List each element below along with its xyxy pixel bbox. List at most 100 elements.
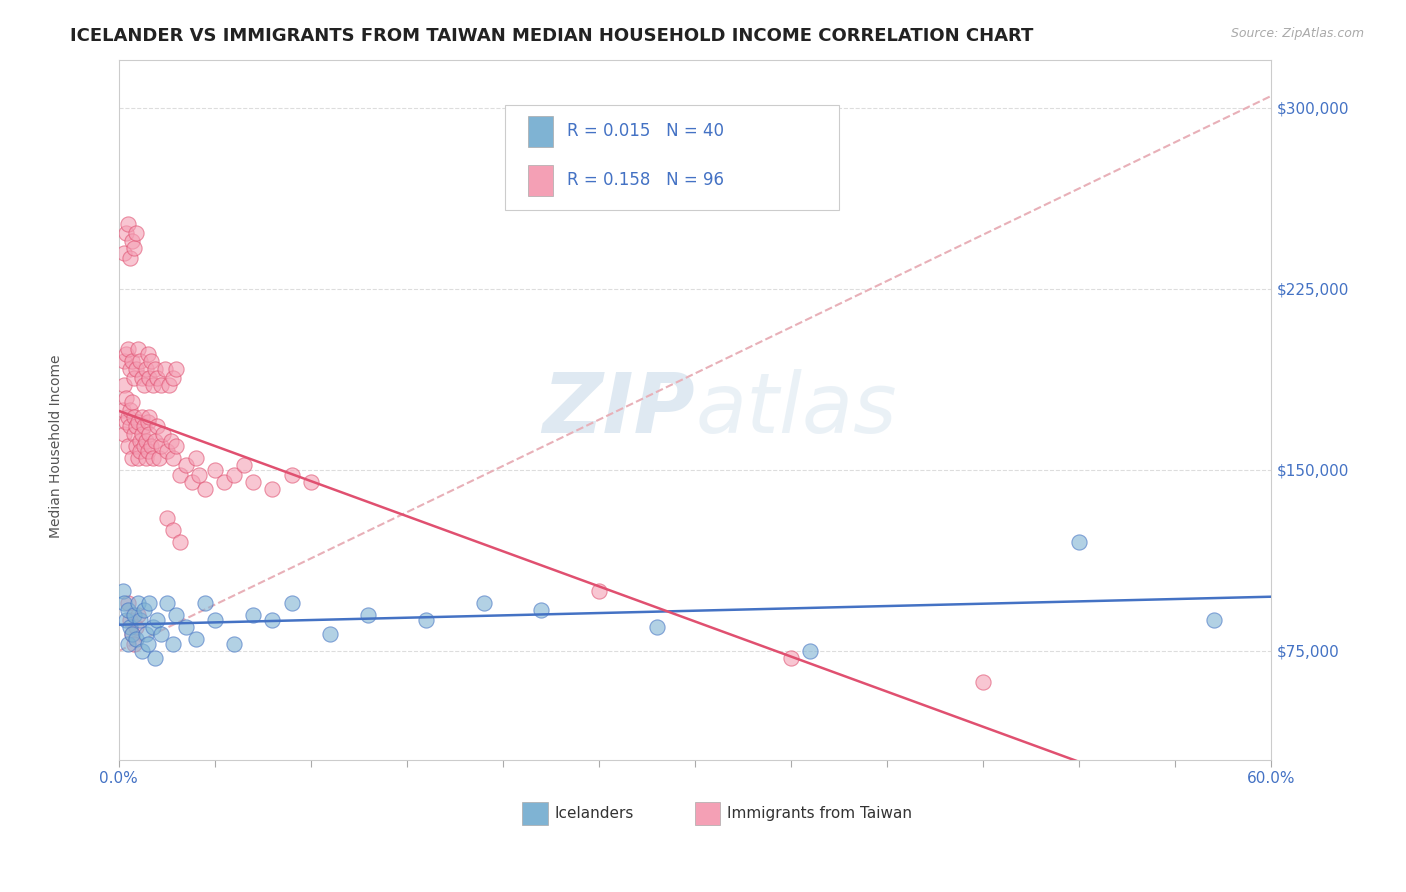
Point xyxy=(121,234,143,248)
Point xyxy=(127,596,149,610)
Point xyxy=(115,415,138,429)
Point xyxy=(1069,535,1091,549)
Point xyxy=(174,620,197,634)
Point xyxy=(121,450,143,465)
Point xyxy=(117,409,139,424)
Point xyxy=(204,463,226,477)
Point xyxy=(122,607,145,622)
Point xyxy=(194,596,217,610)
Point xyxy=(319,627,342,641)
Point xyxy=(222,467,245,482)
Point xyxy=(114,378,136,392)
Point xyxy=(204,613,226,627)
Text: ZIP: ZIP xyxy=(543,369,695,450)
Point xyxy=(117,603,139,617)
Point xyxy=(135,361,157,376)
Point xyxy=(131,371,153,385)
Point xyxy=(138,426,160,441)
Point xyxy=(122,637,145,651)
Point xyxy=(156,443,179,458)
Point xyxy=(135,434,157,448)
Point xyxy=(114,596,136,610)
Point xyxy=(280,467,302,482)
Point xyxy=(162,450,184,465)
Text: Immigrants from Taiwan: Immigrants from Taiwan xyxy=(727,806,912,821)
Point xyxy=(117,439,139,453)
Point xyxy=(165,361,187,376)
Point xyxy=(131,409,153,424)
Point xyxy=(135,627,157,641)
Point xyxy=(132,439,155,453)
Point xyxy=(156,511,179,525)
Point xyxy=(645,620,668,634)
Point xyxy=(174,458,197,472)
Point xyxy=(120,361,142,376)
Point xyxy=(128,613,150,627)
Point xyxy=(162,371,184,385)
Point xyxy=(299,475,322,489)
Point xyxy=(121,354,143,368)
Text: R = 0.015   N = 40: R = 0.015 N = 40 xyxy=(567,122,724,140)
Point xyxy=(127,607,149,622)
Point xyxy=(146,419,169,434)
Point xyxy=(114,245,136,260)
Point xyxy=(125,620,148,634)
Point xyxy=(128,443,150,458)
Point xyxy=(143,434,166,448)
Point xyxy=(194,482,217,496)
Point xyxy=(117,596,139,610)
Point xyxy=(131,644,153,658)
Point xyxy=(184,450,207,465)
Point xyxy=(125,227,148,241)
Point xyxy=(121,627,143,641)
Point xyxy=(120,620,142,634)
Point xyxy=(120,402,142,417)
Point xyxy=(125,361,148,376)
Point xyxy=(972,675,994,690)
Point xyxy=(162,523,184,537)
Point xyxy=(122,409,145,424)
Point xyxy=(415,613,437,627)
Point xyxy=(156,596,179,610)
Point xyxy=(132,603,155,617)
Point xyxy=(150,378,173,392)
Point xyxy=(1202,613,1225,627)
Point xyxy=(115,613,138,627)
FancyBboxPatch shape xyxy=(505,105,839,211)
Point xyxy=(141,439,163,453)
Text: ICELANDER VS IMMIGRANTS FROM TAIWAN MEDIAN HOUSEHOLD INCOME CORRELATION CHART: ICELANDER VS IMMIGRANTS FROM TAIWAN MEDI… xyxy=(70,27,1033,45)
FancyBboxPatch shape xyxy=(695,802,720,825)
Point xyxy=(122,426,145,441)
Point xyxy=(121,395,143,409)
Point xyxy=(138,371,160,385)
Point xyxy=(117,217,139,231)
Point xyxy=(114,426,136,441)
Point xyxy=(588,583,610,598)
Point xyxy=(780,651,803,665)
Point xyxy=(262,613,284,627)
Point xyxy=(143,651,166,665)
Point xyxy=(136,347,159,361)
Point xyxy=(357,607,380,622)
Point xyxy=(127,450,149,465)
Point xyxy=(143,361,166,376)
Point xyxy=(131,426,153,441)
Point xyxy=(184,632,207,646)
Point xyxy=(122,371,145,385)
Point xyxy=(148,450,170,465)
Point xyxy=(150,439,173,453)
Point xyxy=(136,443,159,458)
Point xyxy=(142,378,165,392)
Point xyxy=(115,391,138,405)
Point xyxy=(138,409,160,424)
Point xyxy=(128,354,150,368)
Point xyxy=(111,402,134,417)
Point xyxy=(242,607,264,622)
Point xyxy=(125,419,148,434)
Point xyxy=(122,241,145,255)
FancyBboxPatch shape xyxy=(522,802,547,825)
Point xyxy=(146,371,169,385)
FancyBboxPatch shape xyxy=(527,116,554,147)
Point xyxy=(125,439,148,453)
Point xyxy=(799,644,821,658)
